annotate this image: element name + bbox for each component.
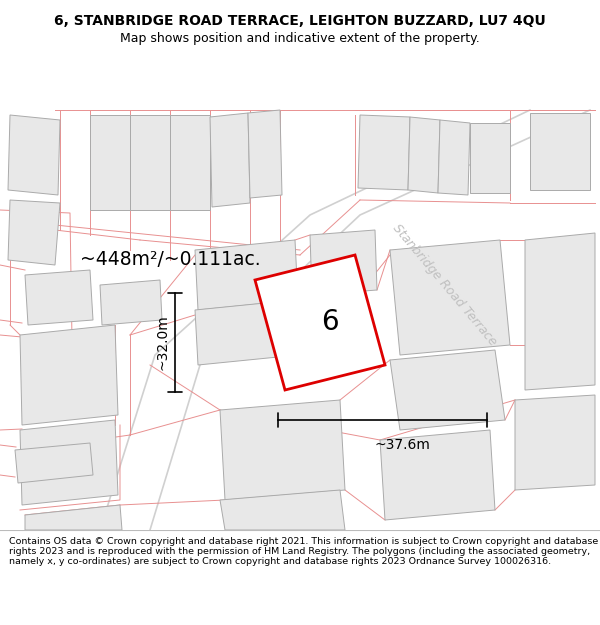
Text: Contains OS data © Crown copyright and database right 2021. This information is : Contains OS data © Crown copyright and d… <box>9 537 598 566</box>
Text: ~37.6m: ~37.6m <box>374 438 430 452</box>
Polygon shape <box>390 350 505 430</box>
Polygon shape <box>8 200 60 265</box>
Polygon shape <box>25 505 122 530</box>
Polygon shape <box>195 300 298 365</box>
Polygon shape <box>220 490 345 530</box>
Polygon shape <box>8 115 60 195</box>
Text: 6, STANBRIDGE ROAD TERRACE, LEIGHTON BUZZARD, LU7 4QU: 6, STANBRIDGE ROAD TERRACE, LEIGHTON BUZ… <box>54 14 546 28</box>
Polygon shape <box>438 120 470 195</box>
Polygon shape <box>515 395 595 490</box>
Polygon shape <box>390 240 510 355</box>
Polygon shape <box>15 443 93 483</box>
Text: ~448m²/~0.111ac.: ~448m²/~0.111ac. <box>80 250 260 269</box>
Polygon shape <box>255 255 385 390</box>
Polygon shape <box>470 123 510 193</box>
Text: Stanbridge Road Terrace: Stanbridge Road Terrace <box>390 222 499 348</box>
Polygon shape <box>130 115 170 210</box>
Text: ~32.0m: ~32.0m <box>155 314 169 371</box>
Polygon shape <box>525 233 595 390</box>
Polygon shape <box>210 113 250 207</box>
Polygon shape <box>310 230 377 295</box>
Polygon shape <box>195 240 298 310</box>
Text: Map shows position and indicative extent of the property.: Map shows position and indicative extent… <box>120 32 480 45</box>
Polygon shape <box>20 325 118 425</box>
Polygon shape <box>380 430 495 520</box>
Text: 6: 6 <box>321 309 339 336</box>
Polygon shape <box>408 117 440 193</box>
Polygon shape <box>530 113 590 190</box>
Polygon shape <box>90 115 130 210</box>
Polygon shape <box>248 110 282 198</box>
Polygon shape <box>358 115 410 190</box>
Polygon shape <box>100 280 162 325</box>
Polygon shape <box>25 270 93 325</box>
Polygon shape <box>170 115 210 210</box>
Polygon shape <box>220 400 345 500</box>
Polygon shape <box>20 420 118 505</box>
